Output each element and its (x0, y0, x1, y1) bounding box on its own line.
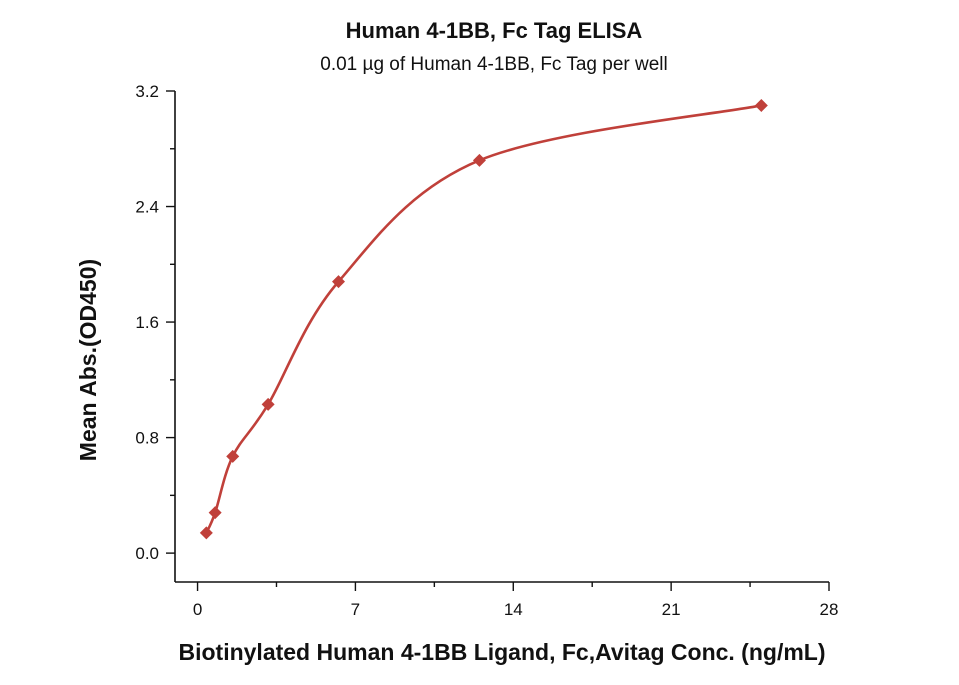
y-tick-label: 0.0 (135, 544, 159, 563)
chart-subtitle: 0.01 µg of Human 4-1BB, Fc Tag per well (320, 54, 668, 75)
y-tick-label: 0.8 (135, 429, 159, 448)
data-point-diamond (261, 397, 275, 411)
y-tick-label: 3.2 (135, 82, 159, 101)
y-tick-label: 1.6 (135, 313, 159, 332)
x-tick-label: 0 (193, 600, 202, 619)
fit-curve (205, 104, 762, 534)
data-point-diamond (332, 275, 345, 289)
data-point-diamond (472, 153, 486, 167)
data-point-diamond (199, 526, 213, 540)
y-tick-label: 2.4 (135, 198, 159, 217)
data-point-diamond (208, 506, 222, 520)
data-point-diamond (754, 98, 768, 112)
data-point-diamond (226, 449, 240, 463)
x-tick-label: 28 (820, 600, 839, 619)
x-ticks: 0 7 14 21 28 (193, 582, 839, 619)
data-points (199, 98, 768, 540)
y-axis-label: Mean Abs.(OD450) (75, 259, 101, 461)
y-ticks: 0.0 0.8 1.6 2.4 3.2 (135, 82, 175, 563)
chart-title: Human 4-1BB, Fc Tag ELISA (346, 18, 643, 43)
x-tick-label: 7 (351, 600, 360, 619)
x-tick-label: 14 (504, 600, 523, 619)
axes (174, 91, 829, 583)
x-tick-label: 21 (662, 600, 681, 619)
x-axis-label: Biotinylated Human 4-1BB Ligand, Fc,Avit… (178, 639, 825, 665)
